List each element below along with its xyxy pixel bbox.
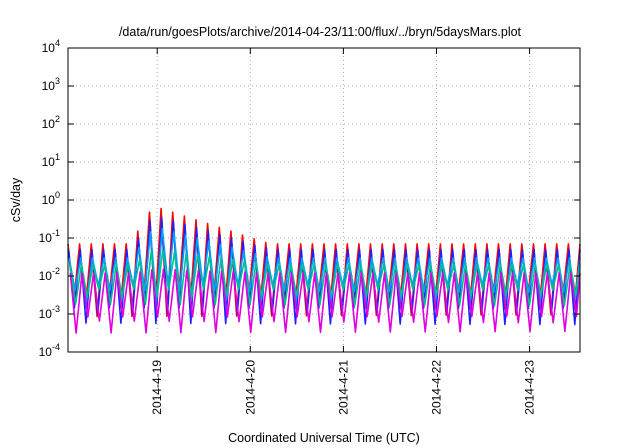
y-tick-label: 10-4 (39, 342, 60, 359)
y-tick-label: 10-1 (39, 228, 60, 245)
y-tick-label: 102 (42, 114, 60, 131)
x-tick-label: 2014-4-19 (150, 360, 164, 415)
y-tick-label: 103 (42, 76, 60, 93)
y-axis-ticks: 10-4 10-3 10-2 10-1 100 101 102 103 104 (39, 38, 580, 359)
y-tick-label: 100 (42, 190, 60, 207)
x-tick-label: 2014-4-21 (336, 360, 350, 415)
y-tick-label: 101 (42, 152, 60, 169)
y-tick-label: 104 (42, 38, 60, 55)
y-tick-label: 10-2 (39, 266, 60, 283)
chart-title: /data/run/goesPlots/archive/2014-04-23/1… (119, 25, 522, 39)
y-axis-label: cSv/day (9, 177, 23, 222)
x-tick-label: 2014-4-23 (523, 360, 537, 415)
y-tick-label: 10-3 (39, 304, 60, 321)
series-line (68, 249, 581, 307)
x-axis-ticks: 2014-4-19 2014-4-20 2014-4-21 2014-4-22 2014… (150, 48, 537, 415)
series-line (69, 268, 581, 334)
x-axis-label: Coordinated Universal Time (UTC) (228, 431, 420, 445)
series-group (67, 207, 581, 334)
x-tick-label: 2014-4-22 (429, 360, 443, 415)
x-tick-label: 2014-4-20 (243, 360, 257, 415)
